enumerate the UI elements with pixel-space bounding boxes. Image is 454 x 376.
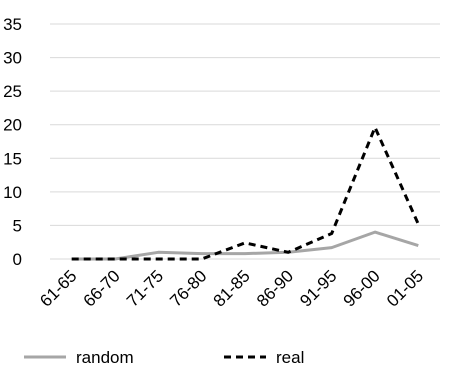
x-tick-label: 71-75 [123,266,167,310]
y-tick-label: 30 [3,49,22,68]
x-tick-label: 76-80 [166,266,210,310]
legend-label-random: random [76,348,134,367]
y-tick-label: 0 [13,250,22,269]
x-tick-label: 01-05 [383,266,427,310]
y-axis-ticks: 0 5 10 15 20 25 30 35 [3,15,22,269]
grid [50,23,440,260]
legend-label-real: real [276,348,304,367]
series-lines [71,125,420,261]
series-line-real [71,125,420,261]
y-tick-label: 10 [3,183,22,202]
x-tick-label: 86-90 [253,266,297,310]
x-tick-label: 91-95 [296,266,340,310]
x-tick-label: 61-65 [36,266,80,310]
y-tick-label: 35 [3,15,22,34]
x-tick-label: 66-70 [80,266,124,310]
y-tick-label: 5 [13,216,22,235]
series-line-random [71,230,419,261]
y-tick-label: 25 [3,82,22,101]
x-tick-label: 96-00 [340,266,384,310]
y-tick-label: 15 [3,149,22,168]
y-tick-label: 20 [3,116,22,135]
legend: random real [24,348,304,367]
x-axis-ticks: 61-65 66-70 71-75 76-80 81-85 86-90 91-95 96-00… [36,266,427,310]
x-tick-label: 81-85 [210,266,254,310]
